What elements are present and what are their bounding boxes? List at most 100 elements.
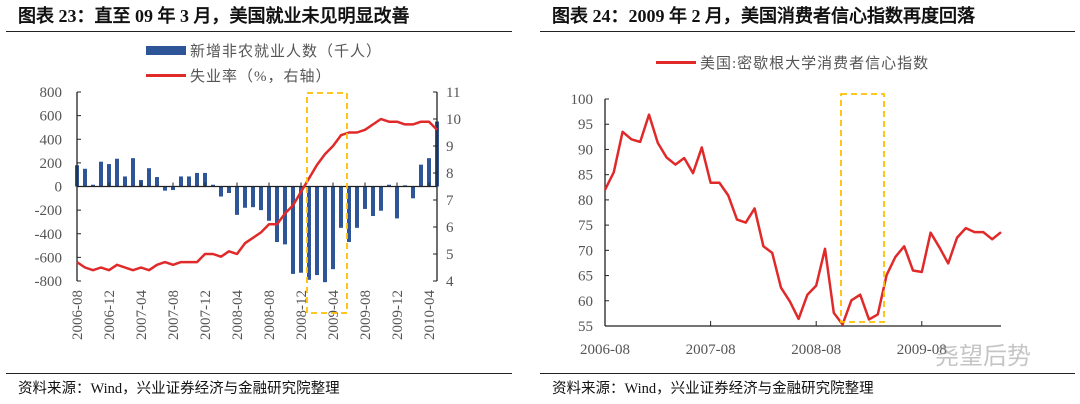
payroll-bar: [123, 176, 127, 187]
watermark: 尧望后势: [935, 342, 1031, 370]
y-tick-label: 95: [578, 117, 593, 133]
left-legend-item-bars: 新增非农就业人数（千人）: [146, 40, 382, 61]
x-tick-label: 2009-12: [390, 290, 406, 340]
y-tick-label: 60: [578, 294, 593, 310]
payroll-bar: [195, 172, 199, 187]
payroll-bar: [299, 186, 303, 273]
payroll-bar: [99, 161, 103, 187]
y2-tick-label: 7: [446, 193, 454, 209]
payroll-bar: [235, 186, 239, 215]
x-tick-label: 2008-04: [230, 290, 246, 340]
payroll-bar: [131, 158, 135, 187]
y-tick-label: 75: [578, 218, 593, 234]
payroll-bar: [83, 168, 87, 187]
payroll-bar: [387, 184, 391, 187]
y2-tick-label: 8: [446, 166, 454, 182]
y-tick-label: -200: [35, 203, 63, 219]
consumer-sentiment-line: [603, 113, 1002, 326]
payroll-bar: [179, 176, 183, 187]
payroll-bar: [347, 186, 351, 243]
payroll-bar: [291, 186, 295, 274]
legend-label: 美国:密歇根大学消费者信心指数: [700, 56, 930, 72]
payroll-bar: [227, 186, 231, 193]
x-tick-label: 2006-08: [580, 342, 630, 358]
left-source-note: 资料来源：Wind，兴业证券经济与金融研究院整理: [18, 381, 340, 397]
payroll-bar: [251, 186, 255, 208]
left-legend-item-line: 失业率（%，右轴）: [146, 65, 332, 86]
payroll-bar: [395, 186, 399, 219]
left-chart-title: 图表 23：直至 09 年 3 月，美国就业未见明显改善: [18, 6, 410, 26]
right-footer-rule: [540, 373, 1075, 374]
y-tick-label: 100: [571, 92, 594, 108]
payroll-bar: [147, 168, 151, 187]
line-swatch: [656, 61, 696, 64]
legend-label: 新增非农就业人数（千人）: [190, 44, 383, 60]
x-tick-label: 2010-04: [422, 290, 438, 340]
x-tick-label: 2008-08: [791, 342, 841, 358]
y-tick-label: 800: [40, 85, 63, 101]
y2-tick-label: 11: [446, 85, 460, 101]
payroll-bar: [163, 186, 167, 191]
x-tick-label: 2007-08: [166, 290, 182, 340]
right-source-note: 资料来源：Wind，兴业证券经济与金融研究院整理: [552, 381, 874, 397]
y2-tick-label: 5: [446, 247, 454, 263]
payroll-bar: [107, 164, 111, 187]
payroll-bar: [355, 186, 359, 228]
y-tick-label: 70: [578, 243, 593, 259]
payroll-bar: [171, 186, 175, 191]
right-chart-title: 图表 24：2009 年 2 月，美国消费者信心指数再度回落: [552, 6, 975, 26]
y-tick-label: 90: [578, 142, 593, 158]
payroll-bar: [411, 186, 415, 199]
payroll-bar: [315, 186, 319, 276]
x-tick-label: 2006-08: [70, 290, 86, 340]
right-title-rule: [540, 31, 1075, 32]
x-tick-label: 2007-04: [134, 290, 150, 340]
y-tick-label: -400: [35, 227, 63, 243]
payroll-bar: [339, 186, 343, 228]
unemployment-line: [76, 117, 438, 272]
payroll-bar: [155, 177, 159, 187]
y-tick-label: -800: [35, 274, 63, 290]
payroll-bar: [211, 184, 215, 187]
payroll-bar: [203, 172, 207, 187]
x-tick-label: 2007-12: [198, 290, 214, 340]
y-tick-label: 80: [578, 193, 593, 209]
payroll-bar: [243, 186, 247, 208]
payroll-bar: [307, 186, 311, 280]
payroll-bar: [371, 186, 375, 217]
left-chart: -800 -600 -400 -200 0 200 400 600 800 4 5 6 7 8 9 10 11 2…: [35, 85, 462, 340]
x-tick-label: 2006-12: [102, 290, 118, 340]
payroll-bar: [115, 158, 119, 187]
payroll-bar: [187, 176, 191, 187]
y2-tick-label: 4: [446, 274, 454, 290]
y-tick-label: -600: [35, 250, 63, 266]
payroll-bar: [363, 186, 367, 209]
payroll-bar: [259, 186, 263, 211]
payroll-bar: [267, 186, 271, 221]
y-tick-label: 200: [40, 156, 63, 172]
y-tick-label: 65: [578, 269, 593, 285]
y-tick-label: 85: [578, 168, 593, 184]
payroll-bar: [91, 184, 95, 187]
payroll-bar: [331, 186, 335, 270]
legend-label: 失业率（%，右轴）: [190, 69, 332, 85]
x-tick-label: 2008-08: [262, 290, 278, 340]
payroll-bar: [419, 164, 423, 187]
x-tick-label: 2008-12: [294, 290, 310, 340]
payroll-bar: [219, 186, 223, 197]
highlight-box: [306, 92, 348, 314]
x-tick-label: 2007-08: [686, 342, 736, 358]
y-tick-label: 55: [578, 319, 593, 335]
line-swatch: [146, 74, 186, 77]
x-tick-label: 2009-08: [897, 342, 947, 358]
payroll-bar: [379, 186, 383, 211]
left-title-rule: [6, 31, 512, 32]
highlight-box: [840, 93, 885, 323]
y2-tick-label: 9: [446, 139, 454, 155]
x-tick-label: 2009-08: [358, 290, 374, 340]
x-tick-label: 2009-04: [326, 290, 342, 340]
y-tick-label: 0: [55, 180, 63, 196]
bar-swatch: [146, 46, 186, 55]
payroll-bar: [275, 186, 279, 243]
